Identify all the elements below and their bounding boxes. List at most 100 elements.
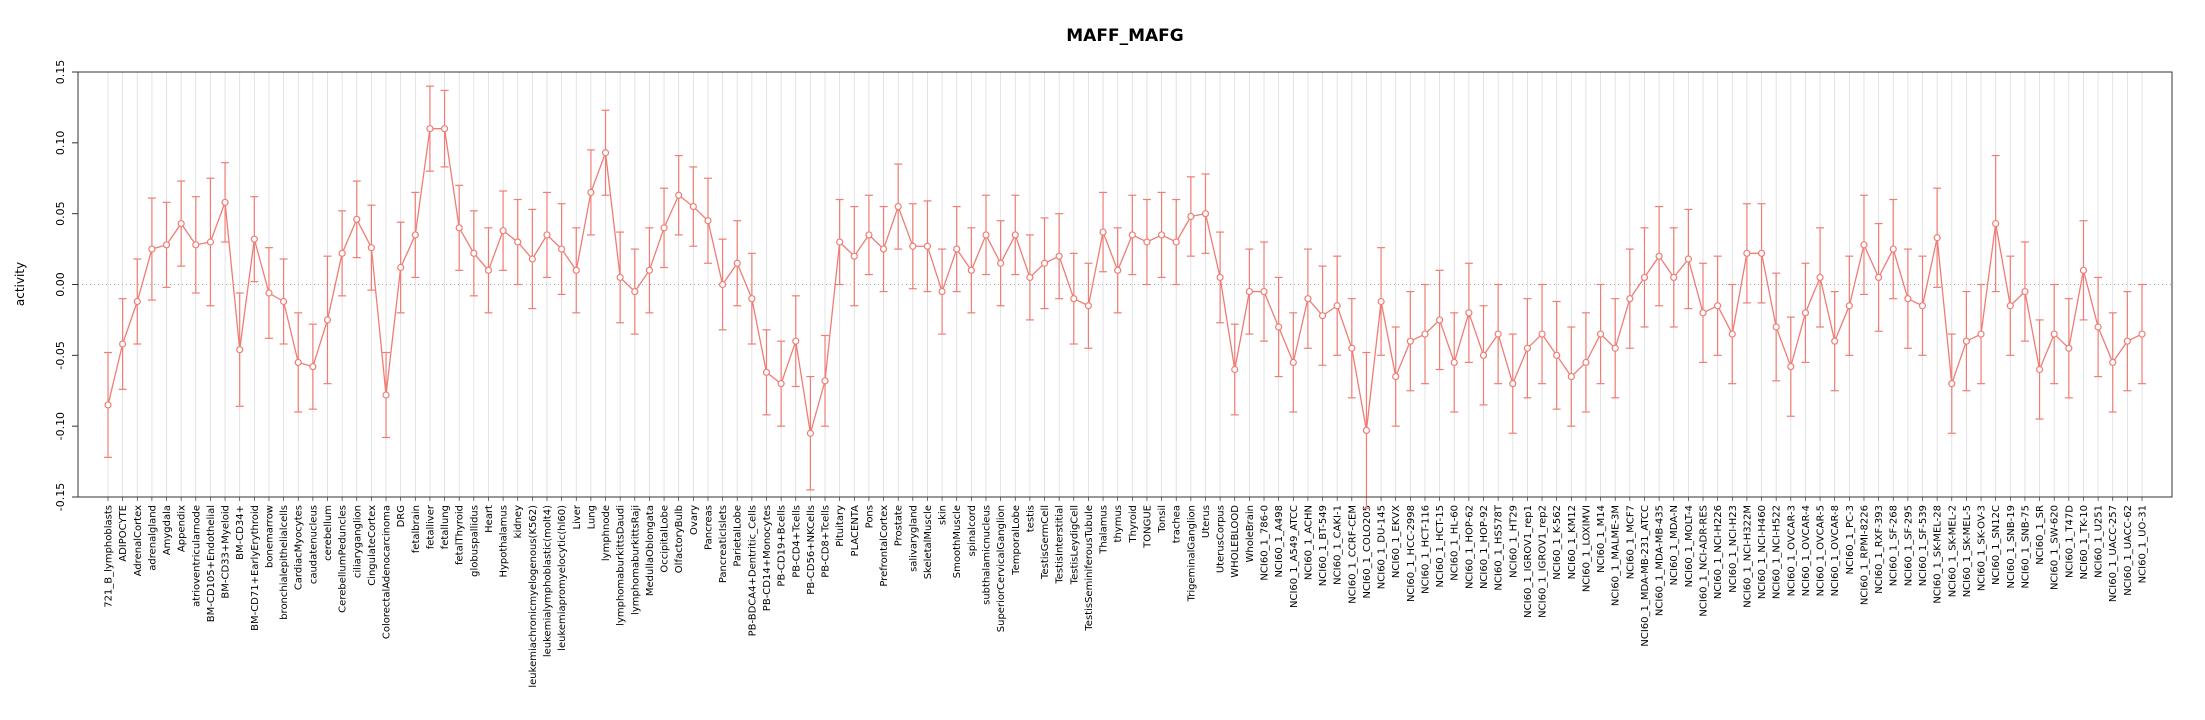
data-point <box>1026 273 1034 282</box>
data-point <box>1392 372 1400 381</box>
x-tick-label: SmoothMuscle <box>952 505 963 578</box>
x-tick-label: NCI60_1_SW-620 <box>2050 505 2061 590</box>
x-tick-label: NCI60_1_SR <box>2035 505 2046 565</box>
x-tick-label: bonemarrow <box>264 505 275 568</box>
data-point <box>1684 255 1692 263</box>
x-tick-label: NCI60_1_NCI-H322M <box>1742 505 1753 608</box>
x-tick-label: NCI60_1_SN12C <box>1991 505 2002 585</box>
data-point <box>1040 259 1049 267</box>
x-tick-label: NCI60_1_UO-31 <box>2138 505 2149 583</box>
x-tick-label: NCI60_1_SF-539 <box>1918 505 1929 586</box>
x-tick-label: NCI60_1_SK-OV-3 <box>1977 505 1988 591</box>
data-point <box>279 297 288 306</box>
data-point <box>1904 295 1912 303</box>
data-point <box>1070 295 1078 303</box>
x-tick-label: NCI60_1_HCC-2998 <box>1406 505 1417 602</box>
data-point <box>2050 330 2058 338</box>
x-tick-label: MedullaOblongata <box>645 505 656 596</box>
data-point <box>104 401 112 409</box>
x-tick-label: PB-CD19+Bcells <box>777 505 788 587</box>
data-point <box>1377 297 1385 306</box>
x-tick-label: globuspallidus <box>469 505 480 577</box>
x-tick-label: NCI60_1_HS578T <box>1494 504 1505 590</box>
x-tick-label: NCI60_1_LOXIMVI <box>1581 505 1592 592</box>
y-tick-label: 0.00 <box>54 272 67 297</box>
x-tick-label: NCI60_1_K-562 <box>1552 505 1563 580</box>
data-point <box>1889 245 1897 253</box>
data-point <box>250 235 258 243</box>
x-tick-label: Pancreas <box>703 505 714 550</box>
data-point <box>777 380 785 388</box>
data-point <box>265 289 273 297</box>
data-points <box>104 125 2146 437</box>
x-tick-label: lymphomaburkittsDaudi <box>616 505 627 626</box>
data-point <box>1231 365 1239 374</box>
data-point <box>1933 234 1941 242</box>
data-point <box>1860 241 1868 249</box>
data-point <box>1421 330 1429 338</box>
x-tick-label: NCI60_1_U251 <box>2094 505 2105 578</box>
x-tick-label: fetalThyroid <box>455 505 466 565</box>
x-tick-label: BM-CD71+EarlyErythroid <box>250 505 261 631</box>
x-tick-label: NCI60_1_SNB-19 <box>2006 505 2017 589</box>
x-tick-label: NCI60_1_M14 <box>1596 505 1607 573</box>
data-point <box>1626 295 1634 303</box>
data-point <box>499 227 507 235</box>
data-point <box>2006 302 2014 310</box>
x-tick-label: ADIPOCYTE <box>118 505 129 562</box>
data-point <box>923 242 932 250</box>
data-point <box>455 224 463 232</box>
x-tick-label: Pituitary <box>835 505 846 547</box>
data-point <box>836 238 844 246</box>
data-point <box>1465 309 1473 317</box>
x-tick-label: NCI60_1_COLO205 <box>1362 505 1373 599</box>
x-tick-label: PLACENTA <box>850 505 861 557</box>
x-tick-label: fetalliver <box>425 504 436 549</box>
data-point <box>1538 330 1546 338</box>
data-point <box>1948 380 1956 388</box>
x-tick-label: NCI60_1_HCT-116 <box>1420 505 1431 594</box>
x-tick-label: NCI60_1_NCI-H522 <box>1772 505 1783 599</box>
data-point <box>426 125 434 133</box>
data-point <box>1494 330 1502 338</box>
data-point <box>177 219 185 228</box>
x-tick-label: Prostate <box>894 505 905 546</box>
x-tick-label: WHOLEBLOOD <box>1230 505 1241 578</box>
x-tick-label: UterusCorpus <box>1216 505 1227 573</box>
x-tick-label: Uterus <box>1201 505 1212 538</box>
data-point <box>162 241 171 249</box>
x-tick-label: NCI60_1_EKVX <box>1391 505 1402 578</box>
data-point <box>2094 323 2102 331</box>
data-point <box>323 316 332 324</box>
x-tick-label: PB-BDCA4+Dentritic_Cells <box>747 505 758 636</box>
data-point <box>1348 344 1356 352</box>
data-point <box>514 238 522 246</box>
x-tick-label: NCI60_1_MDA-MB-231_ATCC <box>1640 505 1651 647</box>
x-tick-label: PB-CD14+Monocytes <box>762 505 773 611</box>
x-tick-label: NCI60_1_OVCAR-3 <box>1786 505 1797 596</box>
data-point <box>1699 309 1707 317</box>
x-tick-label: lymphnode <box>601 505 612 561</box>
x-tick-label: fetalbrain <box>411 505 422 553</box>
data-point <box>1640 273 1649 282</box>
data-point <box>1787 363 1795 371</box>
x-tick-label: SuperiorCervicalGanglion <box>996 505 1007 632</box>
data-point <box>631 287 639 296</box>
data-point <box>1743 249 1751 257</box>
x-tick-label: trachea <box>1172 505 1183 543</box>
data-point <box>587 188 595 197</box>
x-tick-label: NCI60_1_IGROV1_rep1 <box>1523 505 1534 618</box>
data-point <box>1596 330 1605 338</box>
x-tick-label: NCI60_1_RPMI-8226 <box>1859 505 1870 605</box>
data-point <box>1304 295 1312 303</box>
data-point <box>558 245 566 253</box>
x-tick-label: skin <box>938 505 949 525</box>
data-point <box>2021 287 2029 296</box>
data-point <box>1084 302 1093 310</box>
data-point <box>704 217 712 225</box>
data-point <box>221 198 229 206</box>
x-tick-label: NCI60_1_RXF-393 <box>1874 505 1885 594</box>
x-tick-label: Tonsil <box>1157 505 1168 534</box>
y-tick-label: -0.10 <box>54 412 67 440</box>
data-point <box>909 242 917 250</box>
